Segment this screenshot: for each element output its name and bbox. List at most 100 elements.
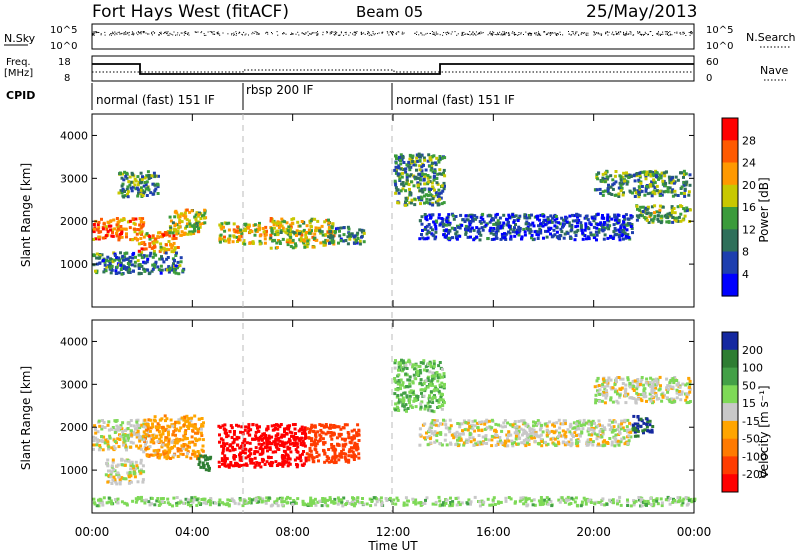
heatmap-cell — [611, 187, 615, 191]
heatmap-cell — [299, 459, 303, 463]
heatmap-cell — [635, 218, 639, 222]
noise-sample — [568, 33, 570, 35]
heatmap-cell — [95, 262, 99, 266]
heatmap-cell — [199, 427, 203, 431]
heatmap-cell — [249, 452, 253, 456]
heatmap-cell — [173, 215, 177, 219]
noise-sample — [188, 32, 190, 34]
heatmap-cell — [575, 213, 579, 217]
heatmap-cell — [276, 220, 280, 224]
heatmap-cell — [104, 258, 108, 262]
heatmap-cell — [481, 228, 485, 232]
heatmap-cell — [136, 259, 140, 263]
heatmap-cell — [399, 398, 403, 402]
heatmap-cell — [218, 425, 222, 429]
heatmap-cell — [418, 443, 422, 447]
heatmap-cell — [488, 220, 492, 224]
heatmap-cell — [266, 437, 270, 440]
heatmap-cell — [584, 421, 588, 425]
heatmap-cell — [492, 232, 496, 236]
heatmap-cell — [243, 451, 247, 455]
heatmap-cell — [563, 443, 567, 447]
heatmap-cell — [218, 223, 222, 227]
heatmap-cell — [584, 237, 588, 241]
heatmap-cell — [133, 264, 137, 268]
heatmap-cell — [137, 424, 141, 428]
heatmap-cell — [558, 222, 562, 226]
heatmap-cell — [275, 246, 279, 249]
heatmap-cell — [425, 431, 428, 435]
noise-sample — [312, 32, 313, 34]
heatmap-cell — [445, 220, 449, 224]
noise-sample — [546, 33, 548, 35]
noise-sample — [158, 34, 160, 36]
heatmap-cell — [570, 441, 574, 445]
heatmap-cell — [601, 432, 605, 436]
heatmap-cell — [661, 394, 665, 398]
heatmap-cell — [609, 398, 613, 402]
heatmap-cell — [193, 227, 196, 231]
heatmap-cell — [486, 237, 490, 241]
heatmap-cell — [438, 155, 442, 158]
heatmap-cell — [401, 369, 404, 373]
heatmap-cell — [351, 437, 355, 441]
heatmap-cell — [650, 396, 654, 400]
heatmap-cell — [426, 369, 429, 373]
heatmap-cell — [441, 398, 445, 402]
heatmap-cell — [289, 244, 293, 248]
heatmap-cell — [637, 190, 641, 194]
noise-sample — [630, 33, 632, 35]
heatmap-cell — [462, 441, 466, 445]
heatmap-cell — [220, 462, 224, 466]
heatmap-cell — [566, 442, 570, 446]
heatmap-cell — [220, 227, 224, 231]
heatmap-cell — [101, 419, 104, 422]
heatmap-cell — [511, 423, 515, 427]
heatmap-cell — [115, 482, 119, 486]
heatmap-cell — [640, 378, 644, 382]
heatmap-cell — [652, 171, 656, 174]
heatmap-cell — [163, 449, 167, 453]
heatmap-cell — [619, 427, 623, 431]
heatmap-cell — [170, 250, 174, 254]
heatmap-cell — [442, 233, 446, 237]
heatmap-cell — [422, 177, 426, 181]
heatmap-cell — [490, 418, 494, 422]
heatmap-cell — [530, 233, 534, 237]
heatmap-cell — [151, 267, 155, 271]
heatmap-cell — [342, 233, 346, 237]
noise-sample — [690, 32, 692, 34]
heatmap-cell — [476, 440, 480, 444]
noise-sample — [333, 31, 335, 33]
heatmap-cell — [648, 183, 652, 187]
heatmap-cell — [148, 242, 152, 246]
heatmap-cell — [515, 230, 519, 234]
heatmap-cell — [433, 171, 436, 175]
heatmap-cell — [164, 233, 168, 237]
heatmap-cell — [653, 214, 657, 218]
heatmap-cell — [412, 367, 416, 371]
heatmap-cell — [299, 443, 303, 446]
heatmap-cell — [128, 175, 132, 179]
heatmap-cell — [426, 174, 430, 177]
heatmap-cell — [176, 260, 180, 264]
noise-sample — [110, 34, 112, 36]
heatmap-cell — [173, 229, 177, 233]
heatmap-cell — [265, 443, 269, 447]
heatmap-cell — [286, 229, 290, 233]
heatmap-cell — [105, 461, 108, 465]
noise-sample — [450, 33, 452, 35]
heatmap-cell — [356, 433, 360, 436]
heatmap-cell — [92, 447, 95, 451]
heatmap-cell — [437, 216, 441, 220]
heatmap-cell — [404, 182, 408, 186]
heatmap-cell — [396, 172, 400, 176]
heatmap-cell — [532, 424, 535, 428]
heatmap-cell — [108, 436, 112, 440]
heatmap-cell — [427, 189, 431, 193]
heatmap-cell — [408, 378, 412, 382]
noise-sample — [674, 32, 676, 34]
noise-sample — [367, 31, 369, 33]
noise-sample — [615, 31, 617, 33]
heatmap-cell — [648, 172, 652, 176]
